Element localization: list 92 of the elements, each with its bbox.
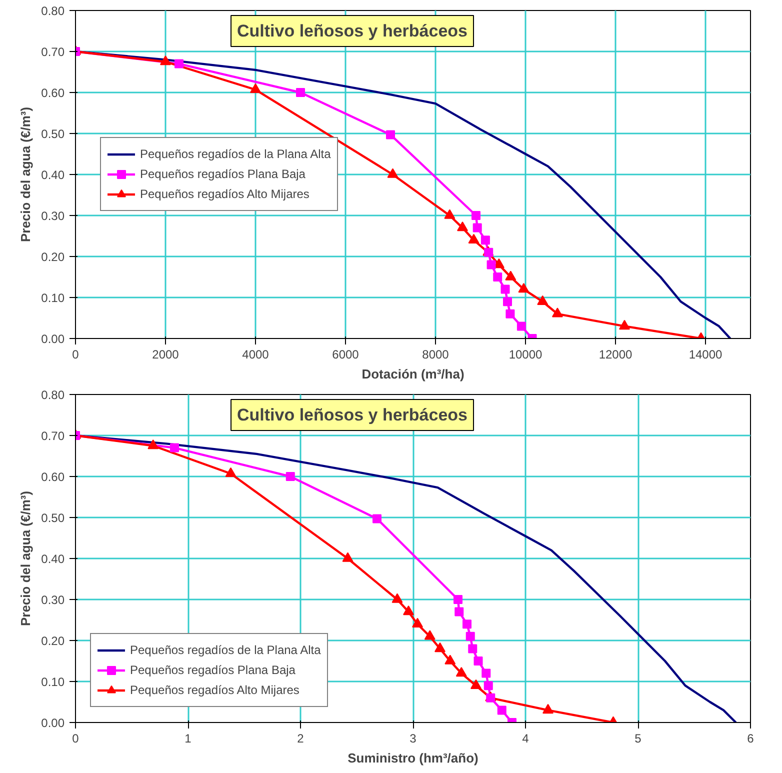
point — [250, 83, 261, 94]
x-tick-label: 4000 — [242, 348, 270, 362]
point — [462, 620, 472, 629]
point — [537, 295, 548, 305]
point — [518, 283, 530, 293]
x-tick-label: 6 — [747, 732, 754, 746]
x-tick-label: 2 — [297, 732, 304, 746]
y-axis-title: Precio del agua (€/m³) — [18, 490, 34, 626]
x-axis-title: Suministro (hm³/año) — [348, 750, 478, 766]
point — [552, 308, 563, 318]
y-tick-label: 0.50 — [41, 127, 65, 141]
point — [503, 297, 512, 306]
point — [474, 656, 483, 666]
x-tick-label: 14000 — [688, 348, 723, 362]
y-tick-label: 0.20 — [41, 250, 65, 264]
point — [516, 322, 526, 331]
point — [472, 223, 482, 232]
point — [466, 632, 475, 641]
x-tick-label: 0 — [72, 732, 80, 746]
x-tick-label: 8000 — [422, 348, 450, 362]
point — [412, 618, 423, 628]
y-axis-title: Precio del agua (€/m³) — [18, 106, 34, 242]
y-tick-label: 0.70 — [41, 45, 65, 59]
point — [468, 644, 478, 654]
point — [296, 88, 305, 97]
x-tick-label: 12000 — [598, 348, 633, 362]
y-tick-label: 0.70 — [41, 429, 65, 443]
y-tick-label: 0.00 — [41, 716, 65, 730]
x-tick-label: 10000 — [508, 348, 543, 362]
y-tick-label: 0.10 — [41, 675, 65, 689]
point — [170, 443, 179, 452]
point — [619, 320, 630, 330]
point — [497, 706, 506, 715]
x-tick-label: 3 — [410, 732, 417, 746]
legend-label: Pequeños regadíos Alto Mijares — [140, 186, 310, 202]
x-tick-label: 2000 — [152, 348, 180, 362]
y-tick-label: 0.30 — [41, 593, 65, 607]
point — [454, 607, 464, 616]
point — [387, 168, 398, 178]
y-tick-label: 0.30 — [41, 209, 65, 223]
point — [480, 236, 490, 245]
y-tick-label: 0.80 — [41, 388, 65, 402]
point — [392, 593, 403, 603]
point — [434, 642, 446, 652]
x-tick-label: 6000 — [332, 348, 360, 362]
point — [486, 260, 496, 270]
point — [148, 439, 159, 450]
point — [372, 514, 382, 524]
legend-label: Pequeños regadíos Plana Baja — [130, 662, 296, 678]
y-tick-label: 0.60 — [41, 86, 65, 100]
point — [493, 272, 502, 282]
y-tick-label: 0.80 — [41, 4, 65, 18]
text: Cultivo leñosos y herbáceos — [236, 406, 468, 424]
point — [342, 552, 354, 562]
point — [160, 55, 171, 66]
point — [386, 130, 395, 140]
x-tick-label: 1 — [184, 732, 192, 746]
legend-label: Pequeños regadíos Plana Baja — [140, 166, 306, 182]
point — [542, 704, 554, 714]
point — [286, 472, 295, 481]
point — [444, 654, 456, 664]
point — [470, 679, 482, 689]
x-tick-label: 0 — [72, 348, 80, 362]
point — [225, 467, 236, 478]
text: Cultivo leñosos y herbáceos — [236, 22, 468, 40]
point — [454, 595, 462, 604]
point — [468, 234, 480, 244]
y-tick-label: 0.50 — [41, 511, 65, 525]
point — [444, 209, 456, 219]
y-tick-label: 0.00 — [41, 332, 65, 346]
point — [403, 606, 414, 616]
y-tick-label: 0.20 — [41, 634, 65, 648]
y-tick-label: 0.60 — [41, 470, 65, 484]
legend-label: Pequeños regadíos de la Plana Alta — [140, 146, 331, 162]
y-tick-label: 0.40 — [41, 552, 65, 566]
x-tick-label: 5 — [634, 732, 642, 746]
point — [506, 309, 515, 318]
point — [484, 681, 493, 690]
point — [456, 667, 467, 677]
x-tick-label: 4 — [522, 732, 530, 746]
x-axis-title: Dotación (m³/ha) — [362, 366, 464, 382]
legend-label: Pequeños regadíos de la Plana Alta — [130, 642, 321, 658]
point — [482, 668, 491, 678]
legend-label: Pequeños regadíos Alto Mijares — [130, 682, 300, 698]
point — [457, 222, 468, 232]
y-tick-label: 0.10 — [41, 291, 65, 305]
point — [174, 59, 184, 68]
point — [505, 270, 516, 280]
point — [424, 630, 436, 640]
point — [500, 284, 510, 294]
point — [472, 211, 480, 220]
y-tick-label: 0.40 — [41, 168, 65, 182]
